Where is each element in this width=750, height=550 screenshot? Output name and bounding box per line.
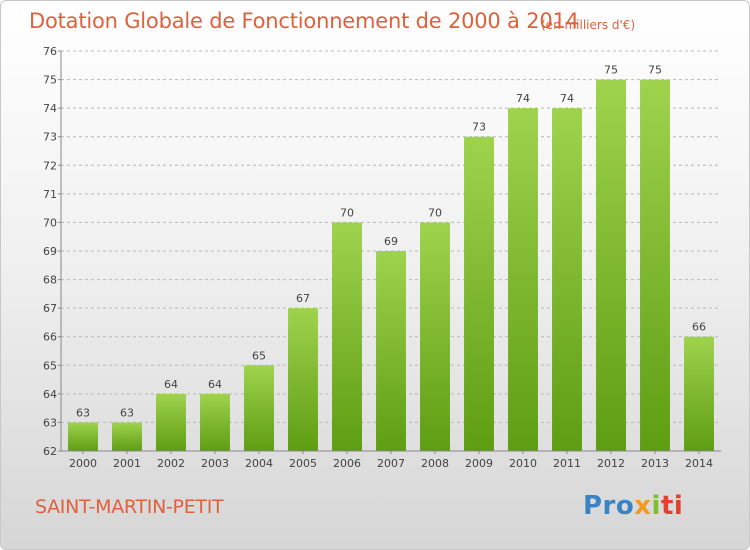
y-tick-label: 64 bbox=[43, 388, 57, 401]
x-tick-label-2009: 2009 bbox=[465, 457, 493, 470]
y-tick-label: 71 bbox=[43, 188, 57, 201]
x-tick-label-2007: 2007 bbox=[377, 457, 405, 470]
bar-2008 bbox=[420, 222, 450, 451]
data-label-2012: 75 bbox=[604, 64, 618, 77]
x-tick-label-2012: 2012 bbox=[597, 457, 625, 470]
chart-subtitle: (en milliers d'€) bbox=[541, 18, 636, 32]
y-tick-label: 76 bbox=[43, 45, 57, 58]
data-label-2010: 74 bbox=[516, 92, 530, 105]
y-tick-label: 62 bbox=[43, 445, 57, 458]
x-tick-label-2004: 2004 bbox=[245, 457, 273, 470]
x-tick-label-2014: 2014 bbox=[685, 457, 713, 470]
y-tick-label: 67 bbox=[43, 302, 57, 315]
bar-2013 bbox=[640, 79, 670, 452]
data-label-2002: 64 bbox=[164, 378, 178, 391]
y-tick-label: 75 bbox=[43, 74, 57, 87]
data-label-2006: 70 bbox=[340, 206, 354, 219]
data-label-2001: 63 bbox=[120, 406, 134, 419]
bar-2003 bbox=[200, 393, 230, 451]
x-tick-label-2002: 2002 bbox=[157, 457, 185, 470]
data-label-2008: 70 bbox=[428, 206, 442, 219]
data-label-2005: 67 bbox=[296, 292, 310, 305]
y-tick-label: 68 bbox=[43, 274, 57, 287]
x-tick-label-2008: 2008 bbox=[421, 457, 449, 470]
bars bbox=[68, 79, 714, 452]
x-tick-label-2001: 2001 bbox=[113, 457, 141, 470]
x-tick-label-2005: 2005 bbox=[289, 457, 317, 470]
data-label-2003: 64 bbox=[208, 378, 222, 391]
data-label-2007: 69 bbox=[384, 235, 398, 248]
bar-2007 bbox=[376, 251, 406, 451]
bar-2001 bbox=[112, 422, 142, 451]
bar-2011 bbox=[552, 108, 582, 452]
chart-title: Dotation Globale de Fonctionnement de 20… bbox=[29, 9, 579, 33]
y-tick-label: 66 bbox=[43, 331, 57, 344]
logo-part-3: i bbox=[651, 491, 661, 521]
x-tick-label-2003: 2003 bbox=[201, 457, 229, 470]
y-tick-label: 72 bbox=[43, 159, 57, 172]
bar-2009 bbox=[464, 136, 494, 451]
y-tick-label: 74 bbox=[43, 102, 57, 115]
logo-part-2: x bbox=[634, 491, 652, 521]
axes: 62 63 64 65 66 67 68 69 70 71 72 73 74 75 76 bbox=[43, 45, 721, 458]
y-tick-label: 63 bbox=[43, 416, 57, 429]
y-tick-label: 65 bbox=[43, 359, 57, 372]
data-label-2014: 66 bbox=[692, 321, 706, 334]
logo-part-4: ti bbox=[660, 491, 684, 521]
proxiti-logo[interactable]: Proxiti bbox=[583, 491, 683, 521]
bar-2012 bbox=[596, 79, 626, 452]
bar-2014 bbox=[684, 336, 714, 451]
bar-2004 bbox=[244, 365, 274, 451]
x-tick-label-2010: 2010 bbox=[509, 457, 537, 470]
data-label-2013: 75 bbox=[648, 64, 662, 77]
y-tick-label: 70 bbox=[43, 216, 57, 229]
bar-2010 bbox=[508, 108, 538, 452]
x-tick-label-2013: 2013 bbox=[641, 457, 669, 470]
data-label-2011: 74 bbox=[560, 92, 574, 105]
y-tick-label: 73 bbox=[43, 131, 57, 144]
bar-2006 bbox=[332, 222, 362, 451]
data-label-2000: 63 bbox=[76, 406, 90, 419]
logo-part-1: Pro bbox=[583, 491, 635, 521]
y-tick-label: 69 bbox=[43, 245, 57, 258]
x-tick-label-2000: 2000 bbox=[69, 457, 97, 470]
bar-2002 bbox=[156, 393, 186, 451]
commune-name: SAINT-MARTIN-PETIT bbox=[35, 496, 224, 518]
data-label-2009: 73 bbox=[472, 121, 486, 134]
bar-2000 bbox=[68, 422, 98, 451]
labels: 63 2000 63 2001 64 2002 64 2003 65 2004 67 2005 70 20… bbox=[69, 64, 713, 470]
x-tick-label-2011: 2011 bbox=[553, 457, 581, 470]
bar-2005 bbox=[288, 308, 318, 451]
data-label-2004: 65 bbox=[252, 349, 266, 362]
x-tick-label-2006: 2006 bbox=[333, 457, 361, 470]
